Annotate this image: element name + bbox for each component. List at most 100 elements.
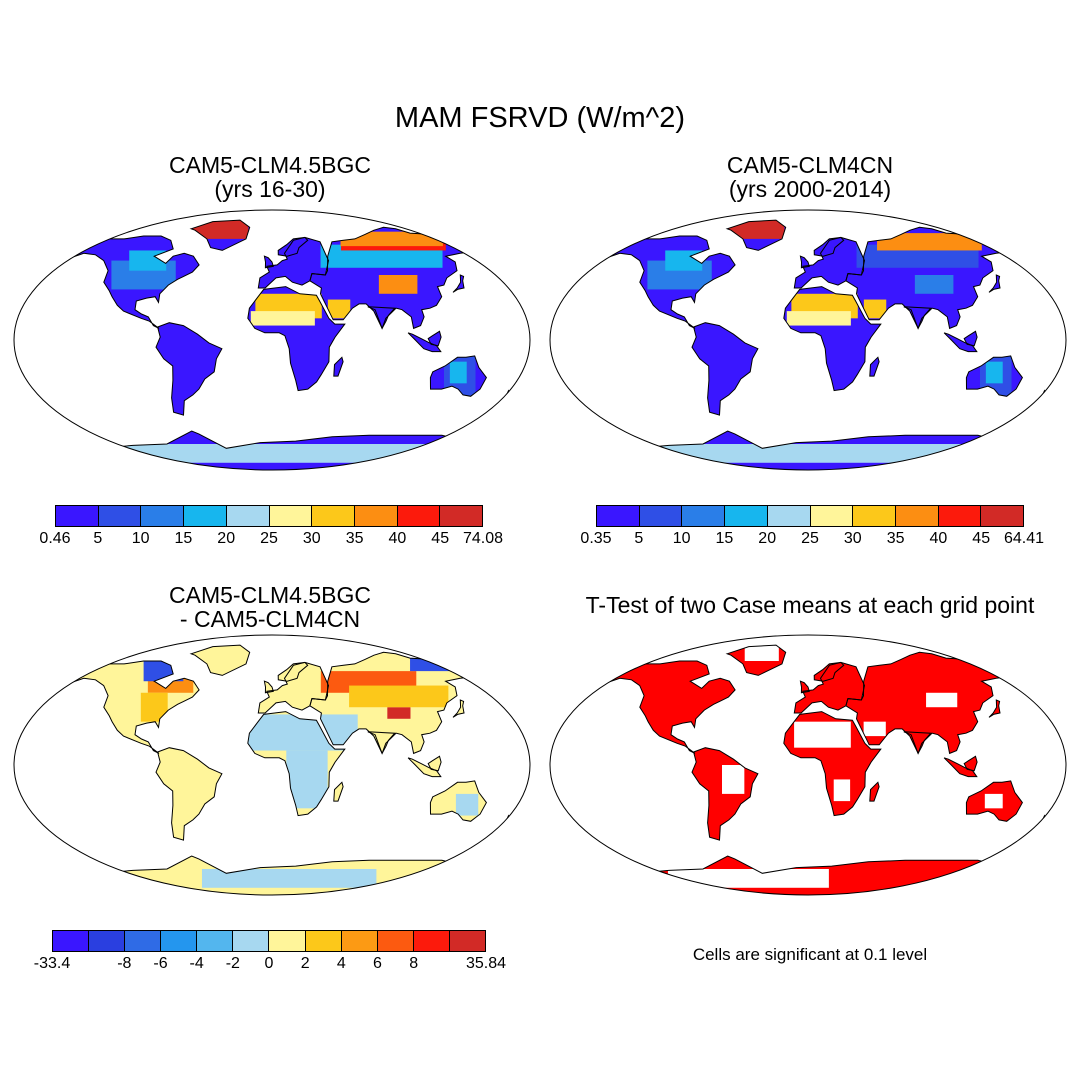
panel-title-diff-line2: - CAM5-CLM4CN <box>179 606 361 633</box>
map-diff <box>13 634 531 896</box>
colorbar-diff-box-3 <box>161 931 198 951</box>
map-land-fill <box>61 220 514 470</box>
colorbar-case2-box-6 <box>853 506 896 526</box>
colorbar-diff-label-9: 8 <box>409 955 419 972</box>
colorbar-diff-label-5: 0 <box>264 955 274 972</box>
colorbar-case2-labels: 0.35 5 10 15 20 25 30 35 40 45 64.41 <box>580 527 1044 549</box>
map-frame <box>549 209 1067 471</box>
coastline-europe <box>793 236 866 289</box>
colorbar-diff-box-9 <box>377 931 414 951</box>
coastline-namerica <box>600 660 736 754</box>
colorbar-diff-label-8: 6 <box>373 955 382 972</box>
coastline-borneo <box>427 330 442 347</box>
colorbar-case1-label-10: 74.08 <box>462 530 504 547</box>
coastline-seasia <box>407 332 442 353</box>
colorbar-diff-label-3: -4 <box>189 955 204 972</box>
colorbar-case1-labels: 0.46 5 10 15 20 25 30 35 40 45 74.08 <box>39 527 503 549</box>
map-frame <box>549 634 1067 896</box>
colorbar-case1-box-3 <box>184 506 227 526</box>
coastline-samerica <box>155 322 223 416</box>
colorbar-diff-label-4: -2 <box>225 955 240 972</box>
coastline-samerica <box>155 747 223 841</box>
coastline-scandinavia <box>813 236 845 257</box>
colorbar-case1-box-7 <box>354 506 398 526</box>
coastline-seasia <box>943 757 978 778</box>
coastline-borneo <box>963 755 978 772</box>
map-case1 <box>13 209 531 471</box>
coastline-europe <box>257 661 330 714</box>
colorbar-case2-box-9 <box>981 506 1024 526</box>
coastline-britain <box>263 680 274 694</box>
coastline-australia <box>965 780 1023 822</box>
coastline-australia <box>965 355 1023 397</box>
coastline-india_pen <box>367 306 396 330</box>
map-land-fill <box>61 645 514 895</box>
coastline-africa <box>247 286 346 392</box>
colorbar-case2-label-7: 35 <box>886 530 905 547</box>
coastline-europe <box>793 661 866 714</box>
colorbar-case2-label-8: 40 <box>929 530 948 547</box>
colorbar-diff-box-8 <box>341 931 378 951</box>
coastline-samerica <box>691 747 759 841</box>
panel-title-case2-line2: (yrs 2000-2014) <box>728 176 892 203</box>
colorbar-diff-labels: -33.4 -8 -6 -4 -2 0 2 4 6 8 35.84 <box>34 952 506 974</box>
colorbar-case1-box-5 <box>269 506 313 526</box>
colorbar-diff-box-2 <box>125 931 162 951</box>
colorbar-case1-box-4 <box>226 506 270 526</box>
colorbar-case2-label-10: 64.41 <box>1003 530 1045 547</box>
map-ttest <box>549 634 1067 896</box>
map-land-fill <box>597 220 1050 470</box>
coastline-namerica <box>600 235 736 329</box>
colorbar-case1-label-7: 35 <box>345 530 364 547</box>
colorbar-diff-label-7: 4 <box>336 955 346 972</box>
coastline-seasia <box>943 332 978 353</box>
colorbar-diff-box-1 <box>89 931 126 951</box>
coastline-australia <box>429 780 487 822</box>
colorbar-case1-label-5: 25 <box>260 530 278 547</box>
coastline-africa <box>783 286 882 392</box>
map-case2 <box>549 209 1067 471</box>
colorbar-case1-boxes <box>55 505 483 527</box>
colorbar-diff-label-6: 2 <box>300 955 310 972</box>
colorbar-case2-box-2 <box>682 506 726 526</box>
coastline-africa <box>247 711 346 817</box>
panel-title-case1-line1: CAM5-CLM4.5BGC <box>169 152 371 178</box>
colorbar-case2-box-4 <box>767 506 811 526</box>
coastline-india_pen <box>367 731 396 755</box>
map-land-fill <box>597 645 1050 895</box>
figure-title: MAM FSRVD (W/m^2) <box>394 102 686 134</box>
significance-note: Cells are significant at 0.1 level <box>692 945 928 964</box>
coastline-scandinavia <box>277 236 309 257</box>
colorbar-case1-label-9: 45 <box>431 530 450 547</box>
panel-title-diff-line1: CAM5-CLM4.5BGC <box>169 582 371 608</box>
coastline-india_pen <box>903 731 932 755</box>
colorbar-case2-label-4: 20 <box>758 530 777 547</box>
coastline-namerica <box>64 235 200 329</box>
colorbar-diff-box-7 <box>305 931 342 951</box>
colorbar-case2-boxes <box>596 505 1024 527</box>
colorbar-diff: -33.4 -8 -6 -4 -2 0 2 4 6 8 35.84 <box>34 930 506 974</box>
colorbar-case1-label-6: 30 <box>302 530 321 547</box>
colorbar-case2-label-9: 45 <box>972 530 991 547</box>
panel-title-diff: CAM5-CLM4.5BGC - CAM5-CLM4CN <box>80 583 460 631</box>
coastline-madagascar <box>333 356 344 377</box>
coastline-madagascar <box>869 356 880 377</box>
colorbar-case2-box-5 <box>810 506 854 526</box>
coastline-borneo <box>963 330 978 347</box>
coastline-borneo <box>427 755 442 772</box>
coastline-greenland <box>189 644 251 676</box>
coastline-europe <box>257 236 330 289</box>
coastline-australia <box>429 355 487 397</box>
coastline-japan <box>452 274 465 293</box>
colorbar-diff-label-2: -6 <box>153 955 168 972</box>
colorbar-case1-label-1: 5 <box>93 530 103 547</box>
colorbar-case2-label-1: 5 <box>634 530 644 547</box>
colorbar-case1-box-8 <box>397 506 441 526</box>
map-frame <box>13 209 531 471</box>
colorbar-case2-box-7 <box>895 506 939 526</box>
colorbar-diff-box-0 <box>53 931 90 951</box>
coastline-africa <box>783 711 882 817</box>
coastline-namerica <box>64 660 200 754</box>
colorbar-case2-box-3 <box>725 506 768 526</box>
coastline-britain <box>263 255 274 269</box>
